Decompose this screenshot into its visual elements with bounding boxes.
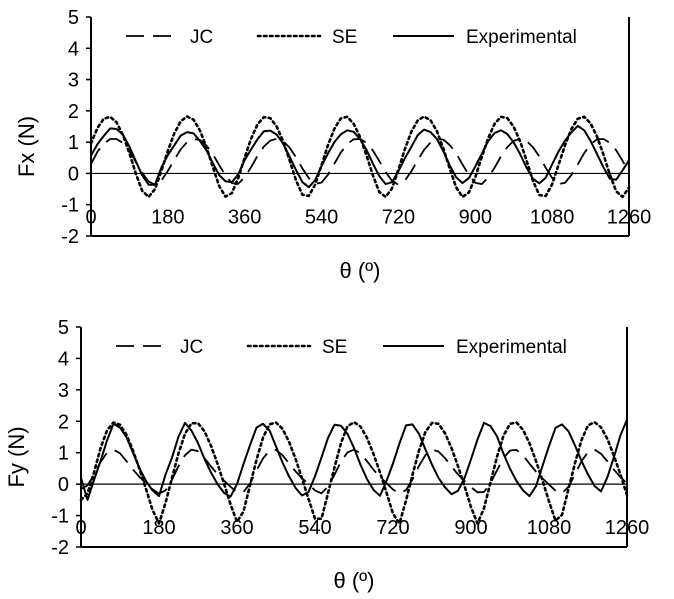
y-tick-label: -1 bbox=[61, 195, 79, 217]
y-tick-label: 2 bbox=[68, 101, 79, 123]
y-axis-title: Fx (N) bbox=[14, 116, 39, 177]
x-tick-label: 900 bbox=[459, 206, 492, 228]
legend-label-experimental: Experimental bbox=[456, 337, 567, 358]
x-tick-label: 180 bbox=[151, 206, 184, 228]
x-tick-label: 0 bbox=[85, 206, 96, 228]
legend-label-jc: JC bbox=[180, 337, 203, 358]
y-axis-title: Fy (N) bbox=[4, 426, 29, 487]
y-tick-label: 4 bbox=[58, 348, 69, 370]
y-tick-label: 3 bbox=[68, 70, 79, 92]
series-line-experimental bbox=[80, 419, 628, 501]
x-tick-label: 540 bbox=[298, 517, 331, 539]
y-tick-label: 3 bbox=[58, 380, 69, 402]
x-tick-label: 360 bbox=[220, 517, 253, 539]
x-tick-label: 1080 bbox=[530, 206, 575, 228]
y-tick-label: -1 bbox=[51, 506, 69, 528]
x-tick-label: 1260 bbox=[607, 206, 652, 228]
y-tick-label: 5 bbox=[58, 317, 69, 339]
x-axis-title: θ (º) bbox=[339, 258, 380, 283]
y-tick-label: 1 bbox=[68, 132, 79, 154]
series-line-se bbox=[89, 115, 631, 199]
x-tick-label: 1080 bbox=[527, 517, 572, 539]
y-tick-label: -2 bbox=[51, 537, 69, 559]
y-tick-label: -2 bbox=[61, 226, 79, 248]
legend-label-se: SE bbox=[322, 337, 347, 358]
legend-label-experimental: Experimental bbox=[466, 27, 577, 48]
legend-label-se: SE bbox=[332, 27, 357, 48]
y-tick-label: 0 bbox=[58, 474, 69, 496]
x-tick-label: 720 bbox=[382, 206, 415, 228]
y-tick-label: 0 bbox=[68, 163, 79, 185]
series-line-experimental bbox=[90, 124, 630, 189]
x-tick-label: 720 bbox=[376, 517, 409, 539]
y-tick-label: 4 bbox=[68, 38, 79, 60]
x-tick-label: 900 bbox=[454, 517, 487, 539]
x-tick-label: 180 bbox=[142, 517, 175, 539]
x-axis-title: θ (º) bbox=[333, 568, 374, 593]
fx-chart: -2 -1 0 1 2 3 4 5 0 180 360 540 720 900 1080 1260 θ (º) F… bbox=[14, 7, 651, 283]
fy-chart: -2 -1 0 1 2 3 4 5 0 180 360 540 720 900 1080 1260 θ (º) F… bbox=[4, 317, 649, 593]
legend-label-jc: JC bbox=[190, 27, 213, 48]
y-tick-label: 2 bbox=[58, 411, 69, 433]
x-tick-label: 360 bbox=[228, 206, 261, 228]
x-tick-label: 0 bbox=[75, 517, 86, 539]
x-tick-label: 540 bbox=[305, 206, 338, 228]
series-line-jc bbox=[90, 137, 630, 186]
x-tick-label: 1260 bbox=[605, 517, 650, 539]
y-tick-label: 5 bbox=[68, 7, 79, 29]
series-line-se bbox=[79, 420, 629, 525]
y-tick-label: 1 bbox=[58, 443, 69, 465]
